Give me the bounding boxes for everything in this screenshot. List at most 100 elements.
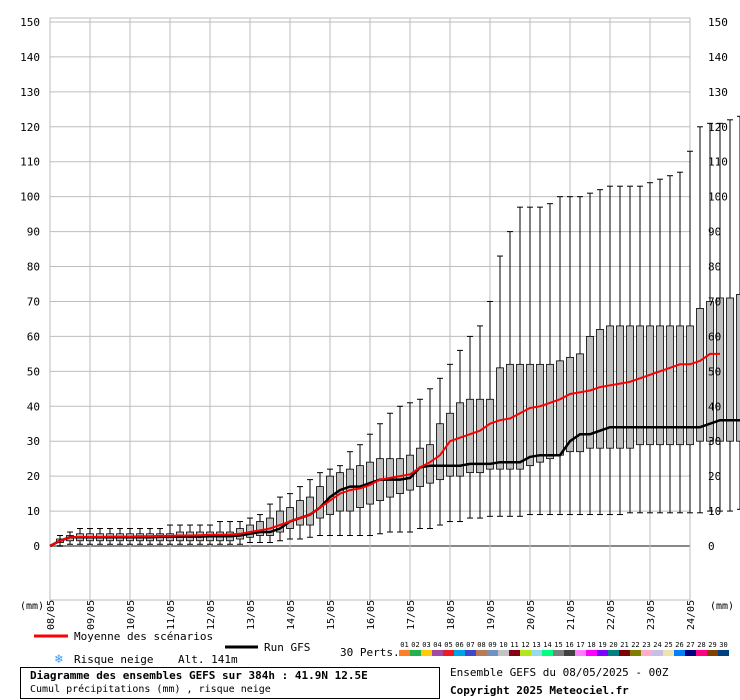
perturbation-legend: 01 02 03 04 05 06 07 08 09 10 11 12 13 14 15 16 17 18 19 20… — [399, 641, 731, 656]
y-tick-left: 20 — [27, 470, 40, 483]
ensemble-box — [616, 185, 624, 516]
title-box — [20, 667, 440, 699]
x-tick-label: 23/05 — [646, 600, 657, 630]
legend-gfs-label: Run GFS — [264, 641, 310, 654]
perturbation-color-swatch — [652, 650, 663, 656]
chart-subtitle: Cumul précipitations (mm) , risque neige — [30, 684, 271, 695]
ensemble-box — [346, 451, 354, 537]
ensemble-box — [166, 524, 174, 545]
ensemble-box — [566, 196, 574, 516]
ensemble-box — [416, 398, 424, 530]
y-tick-right: 120 — [708, 121, 728, 134]
perturbation-color-swatch — [663, 650, 674, 656]
perturbation-color-swatch — [443, 650, 454, 656]
perturbation-number: 09 — [488, 641, 497, 649]
perturbation-color-swatch — [696, 650, 707, 656]
ensemble-box — [356, 444, 364, 537]
ensemble-box — [266, 503, 274, 544]
iqr-box — [666, 325, 674, 446]
ensemble-box — [696, 126, 704, 514]
perturbation-number: 18 — [587, 641, 596, 649]
perturbation-color-swatch — [542, 650, 553, 656]
iqr-box — [686, 325, 694, 446]
perturbation-number: 02 — [411, 641, 420, 649]
ensemble-box — [276, 496, 284, 542]
y-tick-right: 50 — [708, 365, 721, 378]
x-tick-label: 24/05 — [686, 600, 697, 630]
perturbation-number: 10 — [499, 641, 508, 649]
y-tick-right: 100 — [708, 191, 728, 204]
iqr-box — [256, 521, 264, 536]
ensemble-box — [396, 405, 404, 533]
perturbation-color-swatch — [531, 650, 542, 656]
gfs-run-line — [49, 418, 740, 548]
legend-mean-label: Moyenne des scénarios — [74, 630, 213, 643]
iqr-box — [716, 297, 724, 442]
x-tick-label: 08/05 — [46, 600, 57, 630]
ensemble-box — [306, 479, 314, 538]
perturbation-number: 26 — [675, 641, 684, 649]
perturbation-color-swatch — [465, 650, 476, 656]
y-tick-left: 70 — [27, 295, 40, 308]
ensemble-box — [246, 517, 254, 544]
perturbation-color-swatch — [718, 650, 729, 656]
y-tick-right: 110 — [708, 156, 728, 169]
perturbation-number: 30 — [719, 641, 728, 649]
perturbation-color-swatch — [586, 650, 597, 656]
legend-snow-label: Risque neige — [74, 653, 153, 666]
y-tick-left: 140 — [20, 51, 40, 64]
perturbation-number: 01 — [400, 641, 409, 649]
perturbation-number: 11 — [510, 641, 519, 649]
iqr-box — [576, 353, 584, 453]
x-tick-label: 17/05 — [406, 600, 417, 630]
ensemble-mean-line — [49, 352, 720, 547]
perturbation-number: 04 — [433, 641, 442, 649]
y-tick-right: 90 — [708, 226, 721, 239]
perturbation-number: 24 — [653, 641, 662, 649]
perturbation-number: 13 — [532, 641, 541, 649]
iqr-box — [516, 363, 524, 470]
ensemble-box — [716, 122, 724, 512]
perturbation-number: 25 — [664, 641, 673, 649]
ensemble-box — [626, 185, 634, 514]
x-tick-labels: 08/05 09/05 10/05 11/05 12/05 13/05 14/05 15/05… — [46, 600, 697, 630]
y-tick-left: 120 — [20, 121, 40, 134]
y-tick-left: 130 — [20, 86, 40, 99]
perturbation-number: 23 — [642, 641, 651, 649]
ensemble-box — [216, 521, 224, 545]
ensemble-box — [596, 189, 604, 516]
y-tick-right: 40 — [708, 400, 721, 413]
ensemble-box — [646, 182, 654, 514]
run-info: Ensemble GEFS du 08/05/2025 - 00Z — [450, 666, 669, 679]
ensemble-box — [556, 196, 564, 516]
y-tick-right: 10 — [708, 505, 721, 518]
ensemble-box — [576, 196, 584, 516]
y-tick-left: 40 — [27, 400, 40, 413]
snowflake-icon: ❄ — [54, 652, 63, 667]
perturbation-color-swatch — [520, 650, 531, 656]
iqr-box — [306, 496, 314, 526]
x-tick-label: 14/05 — [286, 600, 297, 630]
y-axis-label-right: (mm) — [710, 601, 734, 612]
ensemble-box — [526, 206, 534, 516]
y-tick-labels: 0 0 10 10 20 20 30 30 40 40 50 50 60 60 70 70 80 80 90 90 10… — [20, 16, 728, 553]
ensemble-box — [336, 465, 344, 537]
copyright: Copyright 2025 Meteociel.fr — [450, 684, 629, 697]
y-tick-left: 90 — [27, 226, 40, 239]
ensemble-box — [686, 150, 694, 514]
perturbation-number: 27 — [686, 641, 695, 649]
perturbation-color-swatch — [410, 650, 421, 656]
ensemble-box — [506, 231, 514, 517]
x-tick-label: 21/05 — [566, 600, 577, 630]
perturbation-number: 16 — [565, 641, 574, 649]
iqr-box — [496, 367, 504, 470]
iqr-box — [476, 398, 484, 474]
perturbation-number: 29 — [708, 641, 717, 649]
perturbation-number: 21 — [620, 641, 629, 649]
perturbation-color-swatch — [564, 650, 575, 656]
perturbation-color-swatch — [619, 650, 630, 656]
ensemble-box — [386, 412, 394, 533]
y-tick-left: 110 — [20, 156, 40, 169]
perturbation-color-swatch — [608, 650, 619, 656]
iqr-box — [486, 398, 494, 470]
